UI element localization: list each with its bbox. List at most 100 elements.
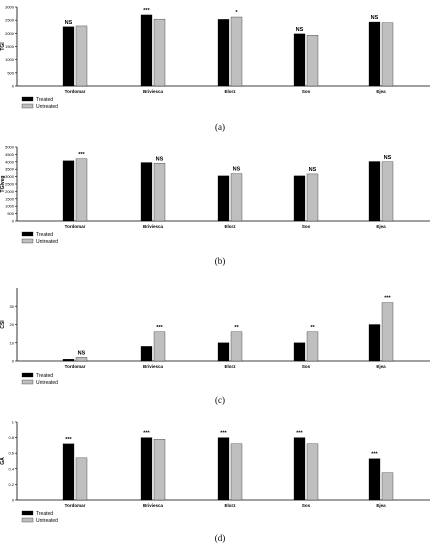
y-tick-label: 10 bbox=[10, 340, 15, 345]
bar-untreated-ejea bbox=[381, 302, 394, 362]
bar-treated-briviesca bbox=[140, 14, 153, 87]
bar-treated-elorz bbox=[217, 437, 230, 501]
x-tick-label: Ejea bbox=[376, 224, 386, 229]
bar-untreated-tordomar bbox=[75, 25, 88, 87]
x-tick-label: Sos bbox=[302, 503, 311, 508]
bar-treated-sos bbox=[293, 437, 306, 501]
bar-treated-elorz bbox=[217, 19, 230, 87]
bar-untreated-briviesca bbox=[153, 439, 166, 501]
bar-untreated-tordomar bbox=[75, 158, 88, 222]
x-tick-label: Tordomar bbox=[65, 89, 86, 94]
significance-label: NS bbox=[309, 167, 317, 173]
y-tick-label: 1500 bbox=[5, 44, 15, 49]
bar-untreated-ejea bbox=[381, 22, 394, 87]
bar-treated-briviesca bbox=[140, 346, 153, 362]
legend-label-treated: Treated bbox=[36, 511, 53, 517]
bar-treated-ejea bbox=[368, 21, 381, 87]
bar-treated-sos bbox=[293, 342, 306, 362]
significance-label: *** bbox=[65, 437, 72, 443]
y-tick-label: 500 bbox=[7, 211, 14, 216]
y-tick-label: 0 bbox=[12, 498, 15, 503]
significance-label: NS bbox=[65, 20, 73, 26]
significance-label: *** bbox=[371, 452, 378, 458]
bar-treated-briviesca bbox=[140, 437, 153, 501]
legend-label-untreated: Untreated bbox=[36, 239, 58, 245]
y-tick-label: 3500 bbox=[5, 167, 15, 172]
legend-label-untreated: Untreated bbox=[36, 104, 58, 110]
significance-label: NS bbox=[384, 155, 392, 161]
bar-treated-briviesca bbox=[140, 162, 153, 222]
significance-label: ** bbox=[310, 325, 315, 331]
significance-label: NS bbox=[233, 167, 241, 173]
y-tick-label: 500 bbox=[7, 70, 14, 75]
y-tick-label: 5000 bbox=[5, 145, 15, 150]
x-tick-label: Elorz bbox=[224, 503, 236, 508]
bar-treated-elorz bbox=[217, 175, 230, 222]
legend-swatch-untreated bbox=[21, 103, 34, 109]
x-tick-label: Sos bbox=[302, 364, 311, 369]
y-tick-label: 1500 bbox=[5, 196, 15, 201]
bar-treated-tordomar bbox=[62, 160, 75, 222]
bar-treated-tordomar bbox=[62, 443, 75, 501]
legend-swatch-treated bbox=[21, 510, 34, 516]
bar-untreated-elorz bbox=[230, 16, 243, 87]
chart-panel-b: 0 500 1000 1500 2000 2500 3000 3500 4000 4500 5000… bbox=[0, 145, 430, 266]
y-tick-label: 0.6 bbox=[8, 451, 14, 456]
legend-swatch-untreated bbox=[21, 379, 34, 385]
legend-label-treated: Treated bbox=[36, 232, 53, 238]
bar-untreated-ejea bbox=[381, 472, 394, 501]
bar-treated-ejea bbox=[368, 458, 381, 501]
bar-untreated-briviesca bbox=[153, 18, 166, 87]
bar-untreated-briviesca bbox=[153, 163, 166, 222]
bar-untreated-briviesca bbox=[153, 331, 166, 362]
bar-treated-tordomar bbox=[62, 26, 75, 87]
significance-label: ** bbox=[234, 325, 239, 331]
chart-panel-c: 0 10 20 30 CSI Tordomar Briviesca Elorz Sos Ejea N… bbox=[0, 288, 430, 405]
panel-caption: (d) bbox=[215, 533, 226, 543]
x-tick-label: Tordomar bbox=[65, 364, 86, 369]
y-axis-label: CSI bbox=[0, 320, 6, 329]
y-axis-label: GA bbox=[0, 457, 6, 465]
y-tick-label: 0 bbox=[12, 84, 15, 89]
bar-untreated-elorz bbox=[230, 331, 243, 362]
y-axis-label: TGI bbox=[0, 42, 6, 51]
bar-treated-ejea bbox=[368, 161, 381, 222]
y-tick-label: 0.2 bbox=[8, 482, 14, 487]
significance-label: NS bbox=[371, 15, 379, 21]
x-tick-label: Sos bbox=[302, 224, 311, 229]
bar-untreated-ejea bbox=[381, 161, 394, 222]
legend-swatch-untreated bbox=[21, 238, 34, 244]
bar-treated-ejea bbox=[368, 324, 381, 362]
significance-label: NS bbox=[156, 156, 164, 162]
significance-label: *** bbox=[384, 296, 391, 302]
y-tick-label: 2500 bbox=[5, 18, 15, 23]
chart-panel-a: 0 500 1000 1500 2000 2500 3000 TGI Tordomar Brivi… bbox=[0, 5, 430, 132]
y-tick-label: 1000 bbox=[5, 57, 15, 62]
legend-swatch-treated bbox=[21, 372, 34, 378]
y-tick-label: 3000 bbox=[5, 5, 15, 10]
legend-swatch-untreated bbox=[21, 517, 34, 523]
y-tick-label: 4000 bbox=[5, 159, 15, 164]
y-tick-label: 1000 bbox=[5, 204, 15, 209]
x-tick-label: Briviesca bbox=[143, 224, 164, 229]
y-tick-label: 3000 bbox=[5, 174, 15, 179]
bar-untreated-tordomar bbox=[75, 357, 88, 362]
x-tick-label: Briviesca bbox=[143, 503, 164, 508]
x-tick-label: Tordomar bbox=[65, 503, 86, 508]
y-tick-label: 0 bbox=[12, 219, 15, 224]
bar-treated-elorz bbox=[217, 342, 230, 362]
panel-caption: (a) bbox=[215, 122, 225, 132]
bar-treated-sos bbox=[293, 175, 306, 222]
bar-untreated-sos bbox=[306, 443, 319, 501]
x-tick-label: Ejea bbox=[376, 89, 386, 94]
y-tick-label: 4500 bbox=[5, 152, 15, 157]
x-tick-label: Elorz bbox=[224, 224, 236, 229]
x-tick-label: Ejea bbox=[376, 364, 386, 369]
significance-label: * bbox=[235, 10, 238, 16]
legend-swatch-treated bbox=[21, 96, 34, 102]
significance-label: *** bbox=[156, 325, 163, 331]
panel-caption: (b) bbox=[215, 256, 226, 266]
